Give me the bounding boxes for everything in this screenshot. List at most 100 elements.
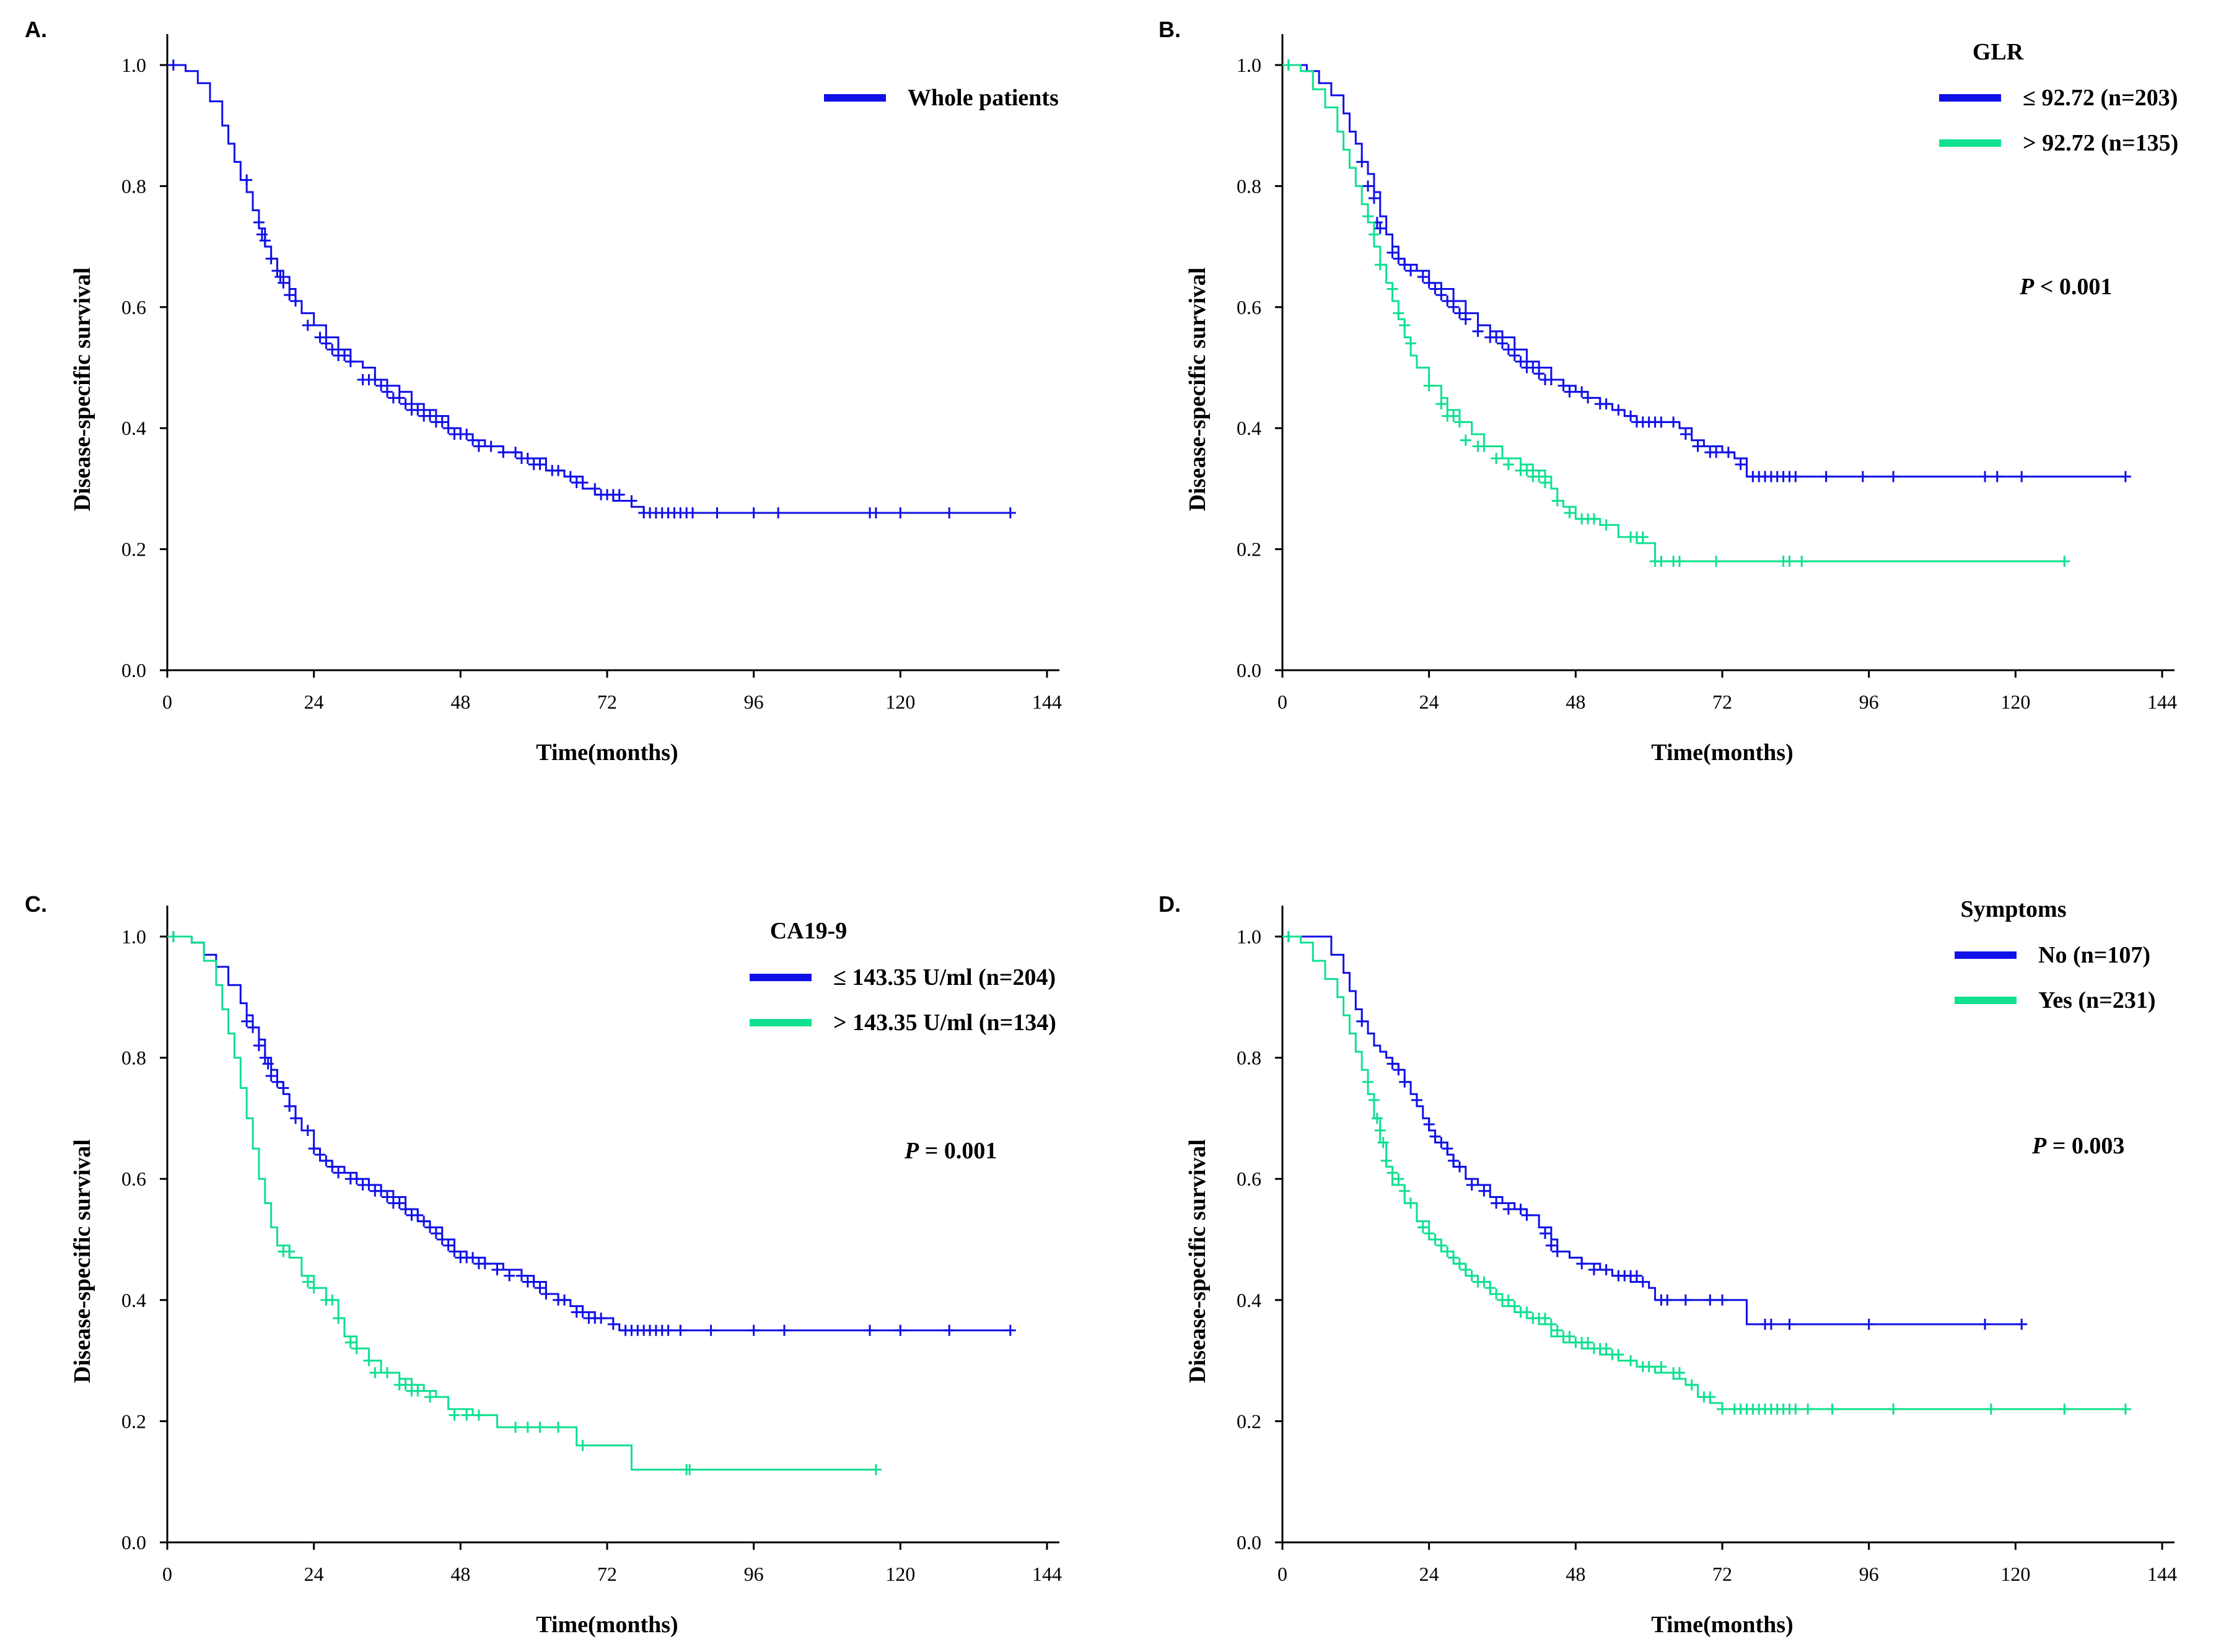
- censor-mark: [284, 289, 296, 301]
- censor-mark: [467, 434, 479, 446]
- censor-mark: [382, 386, 393, 398]
- panel-letter: C.: [25, 891, 47, 917]
- censor-mark: [1515, 356, 1527, 367]
- censor-mark: [290, 295, 302, 307]
- censor-mark: [2016, 1318, 2028, 1330]
- censor-mark: [302, 1124, 313, 1136]
- censor-mark: [711, 507, 723, 518]
- y-tick-label: 0.2: [121, 1410, 146, 1432]
- censor-mark: [382, 1191, 393, 1203]
- censor-mark: [1888, 1403, 1899, 1415]
- censor-mark: [1533, 471, 1545, 483]
- series-1: [167, 931, 1016, 1336]
- censor-mark: [256, 229, 268, 240]
- censor-mark: [1655, 416, 1667, 428]
- panel-letter: A.: [25, 17, 47, 42]
- survival-curve: [1282, 935, 2022, 1326]
- censor-mark: [1613, 404, 1624, 416]
- censor-mark: [1362, 1076, 1374, 1088]
- censor-mark: [1717, 1294, 1728, 1306]
- censor-mark: [1600, 398, 1612, 410]
- censor-mark: [607, 1318, 619, 1330]
- censor-mark: [1735, 458, 1746, 470]
- censor-mark: [1857, 471, 1868, 483]
- legend-label: ≤ 143.35 U/ml (n=204): [833, 964, 1056, 990]
- censor-mark: [1637, 531, 1649, 543]
- series-1: [1282, 931, 2028, 1330]
- censor-mark: [1527, 362, 1539, 374]
- censor-mark: [271, 265, 283, 277]
- censor-mark: [1790, 471, 1802, 483]
- x-tick-label: 48: [1566, 1563, 1585, 1585]
- censor-mark: [2119, 1403, 2131, 1415]
- censor-mark: [1662, 1294, 1673, 1306]
- censor-mark: [895, 507, 906, 518]
- censor-mark: [274, 271, 286, 282]
- censor-mark: [1704, 1391, 1716, 1403]
- censor-mark: [436, 416, 448, 428]
- censor-mark: [1386, 283, 1398, 295]
- censor-mark: [705, 1324, 717, 1336]
- censor-mark: [1472, 325, 1484, 337]
- censor-mark: [167, 931, 179, 942]
- p-value: P = 0.003: [2031, 1133, 2124, 1159]
- censor-mark: [247, 1021, 259, 1033]
- censor-mark: [2119, 471, 2131, 483]
- y-axis-title: Disease-specific survival: [69, 268, 95, 512]
- censor-mark: [1765, 1318, 1777, 1330]
- y-tick-label: 1.0: [121, 925, 146, 948]
- survival-curve: [167, 64, 1010, 514]
- censor-mark: [528, 1276, 540, 1288]
- y-tick-label: 0.2: [121, 538, 146, 561]
- censor-mark: [1784, 1318, 1795, 1330]
- censor-mark: [400, 398, 411, 410]
- censor-mark: [412, 404, 424, 416]
- censor-mark: [778, 1324, 790, 1336]
- censor-mark: [1460, 313, 1471, 325]
- censor-mark: [1484, 1282, 1496, 1294]
- censor-mark: [1582, 392, 1594, 404]
- censor-mark: [1368, 192, 1380, 204]
- p-value: P < 0.001: [2019, 274, 2112, 300]
- censor-mark: [1377, 1137, 1389, 1148]
- censor-mark: [338, 349, 350, 361]
- censor-mark: [375, 380, 387, 391]
- x-tick-label: 48: [450, 691, 470, 713]
- censor-mark: [1362, 211, 1374, 222]
- x-axis-title: Time(months): [1651, 1612, 1793, 1638]
- censor-mark: [412, 1209, 424, 1221]
- y-tick-label: 0.6: [121, 296, 146, 318]
- censor-mark: [1442, 295, 1453, 307]
- censor-mark: [351, 1343, 362, 1355]
- censor-mark: [1502, 458, 1514, 470]
- x-tick-label: 0: [1277, 1563, 1287, 1585]
- censor-mark: [1435, 1137, 1447, 1148]
- censor-mark: [748, 507, 760, 518]
- censor-mark: [1863, 1318, 1875, 1330]
- censor-mark: [1453, 416, 1465, 428]
- legend-title: CA19-9: [770, 918, 848, 944]
- censor-mark: [369, 1367, 381, 1379]
- censor-mark: [1435, 289, 1447, 301]
- censor-mark: [1491, 1288, 1502, 1300]
- panel-d: D. 0.0 0.2 0.4 0.6 0.8 1.0 0 24 48 72 96 120 144 Time(…: [1159, 891, 2177, 1638]
- y-tick-label: 0.8: [1237, 175, 1261, 197]
- censor-mark: [1478, 440, 1490, 452]
- censor-mark: [1362, 180, 1374, 192]
- legend-title: Symptoms: [1960, 896, 2066, 922]
- censor-mark: [1435, 1239, 1447, 1251]
- censor-mark: [1515, 1204, 1527, 1215]
- censor-mark: [1478, 1276, 1490, 1288]
- censor-mark: [1711, 556, 1722, 567]
- censor-mark: [302, 320, 313, 331]
- censor-mark: [400, 1204, 411, 1215]
- censor-mark: [424, 410, 436, 422]
- censor-mark: [308, 1143, 320, 1155]
- censor-mark: [1680, 428, 1691, 440]
- censor-mark: [265, 1070, 277, 1082]
- censor-mark: [491, 1264, 503, 1275]
- censor-mark: [461, 428, 473, 440]
- censor-mark: [382, 1367, 393, 1379]
- x-tick-label: 24: [1419, 1563, 1439, 1585]
- censor-mark: [1521, 465, 1533, 476]
